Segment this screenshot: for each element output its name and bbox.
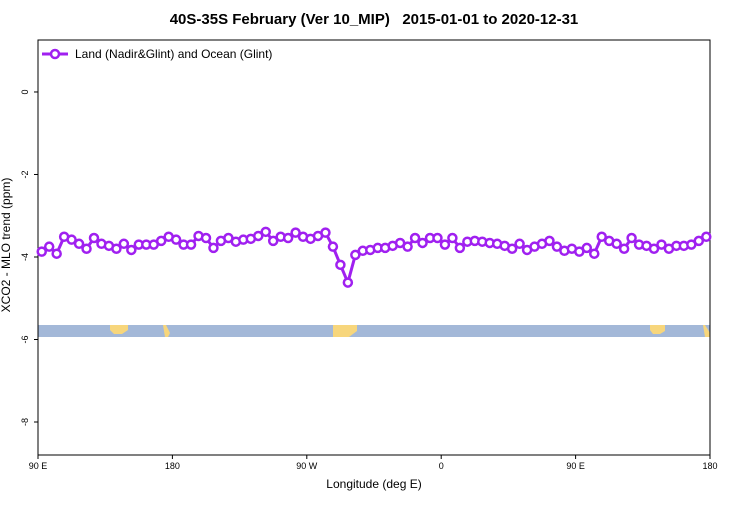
point	[290, 227, 301, 238]
land	[703, 325, 710, 337]
point	[701, 231, 712, 243]
point	[409, 232, 421, 244]
point	[320, 227, 331, 238]
point	[402, 241, 413, 252]
point	[111, 243, 122, 254]
chart-title: 40S-35S February (Ver 10_MIP) 2015-01-01…	[170, 11, 579, 28]
point	[544, 235, 555, 247]
point	[514, 238, 525, 250]
point	[656, 239, 667, 250]
land	[110, 325, 128, 334]
y-tick-label: -6	[20, 335, 30, 343]
point	[335, 259, 346, 271]
legend: Land (Nadir&Glint) and Ocean (Glint)	[42, 47, 272, 61]
point	[185, 239, 197, 250]
land	[650, 325, 665, 334]
point	[350, 249, 361, 261]
point	[454, 242, 466, 254]
point	[693, 235, 705, 247]
plot-frame	[37, 39, 711, 456]
point	[439, 239, 451, 250]
point	[267, 235, 279, 247]
y-tick-label: -8	[20, 418, 30, 426]
point	[73, 238, 85, 250]
point	[170, 234, 182, 245]
point	[118, 238, 130, 250]
point	[253, 230, 264, 242]
x-tick-label: 90 E	[29, 461, 48, 471]
legend-marker	[49, 48, 61, 60]
x-axis-label: Longitude (deg E)	[326, 477, 421, 491]
x-tick-label: 90 E	[566, 461, 585, 471]
point	[208, 242, 219, 254]
point	[327, 241, 339, 252]
x-tick-label: 180	[702, 461, 717, 471]
point	[342, 277, 354, 288]
point	[589, 248, 600, 259]
x-tick-label: 180	[165, 461, 180, 471]
land	[333, 325, 357, 337]
point	[581, 242, 593, 254]
point	[596, 231, 607, 243]
x-tick-label: 0	[439, 461, 444, 471]
point	[432, 232, 443, 244]
point	[551, 241, 563, 252]
ocean-strip	[38, 325, 710, 337]
y-tick-label: 0	[20, 89, 30, 94]
point	[506, 243, 518, 254]
point	[36, 246, 47, 257]
point	[260, 226, 271, 238]
point	[611, 238, 622, 250]
y-tick-label: -2	[20, 170, 30, 178]
point	[648, 243, 660, 254]
point	[126, 244, 137, 256]
point	[626, 232, 637, 244]
point	[155, 235, 167, 247]
land-ocean-map	[38, 325, 710, 337]
point	[200, 232, 212, 244]
point	[81, 243, 92, 254]
y-axis-label: XCO2 - MLO trend (ppm)	[0, 178, 13, 313]
land	[163, 325, 170, 337]
point	[417, 237, 428, 249]
y-tick-label: -4	[20, 253, 30, 261]
x-tick-label: 90 W	[296, 461, 318, 471]
point	[43, 241, 55, 252]
point	[618, 243, 630, 254]
point	[88, 232, 100, 244]
point	[51, 248, 62, 259]
point	[282, 232, 294, 244]
point	[66, 234, 77, 245]
legend-label: Land (Nadir&Glint) and Ocean (Glint)	[75, 47, 272, 61]
point	[447, 232, 458, 244]
